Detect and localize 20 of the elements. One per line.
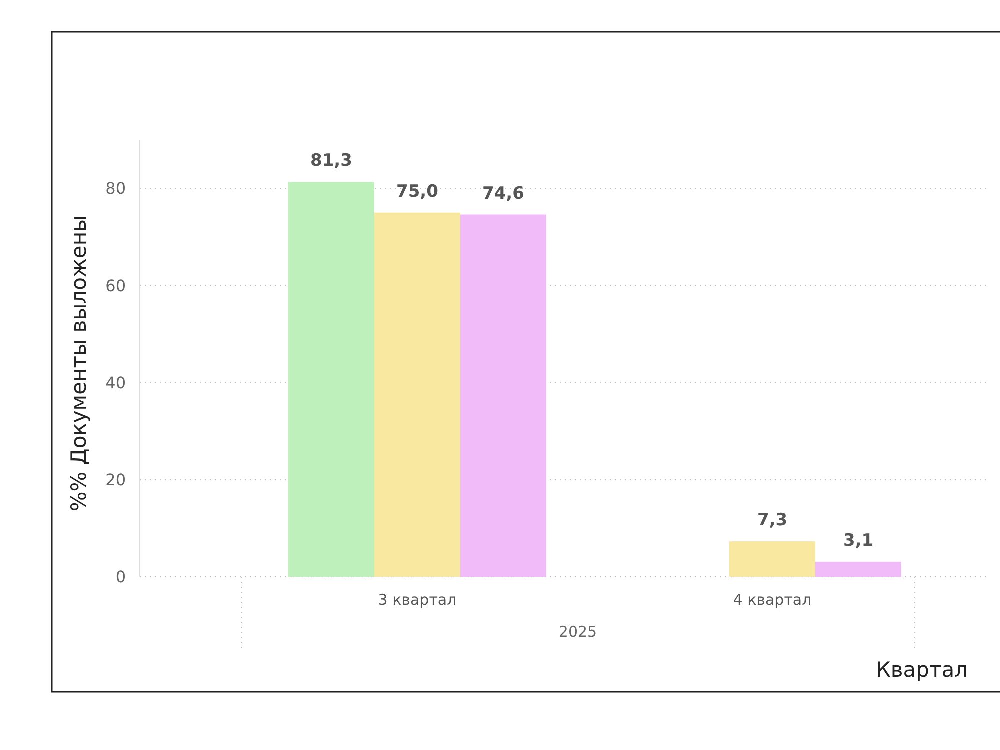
bar: [374, 212, 460, 577]
bar: [460, 214, 546, 577]
y-tick-label: 60: [106, 276, 126, 296]
data-label: 81,3: [310, 151, 352, 172]
data-label: 3,1: [843, 530, 874, 551]
y-tick-label: 0: [116, 568, 126, 587]
y-axis-title: %% Документы выложены: [67, 215, 91, 512]
y-tick-label: 20: [106, 470, 126, 490]
data-label: 7,3: [757, 510, 788, 531]
x-axis-title: Квартал: [876, 658, 968, 682]
bar: [730, 542, 816, 577]
bar: [816, 562, 902, 577]
bar: [288, 182, 374, 577]
data-label: 75,0: [396, 182, 439, 202]
y-tick-label: 80: [106, 179, 126, 198]
text: 2025: [558, 623, 598, 641]
data-label: 74,6: [482, 184, 524, 204]
x-tick-label: 4 квартал: [733, 591, 812, 609]
y-tick-label: 40: [106, 373, 126, 392]
x-tick-label: 3 квартал: [378, 591, 457, 609]
